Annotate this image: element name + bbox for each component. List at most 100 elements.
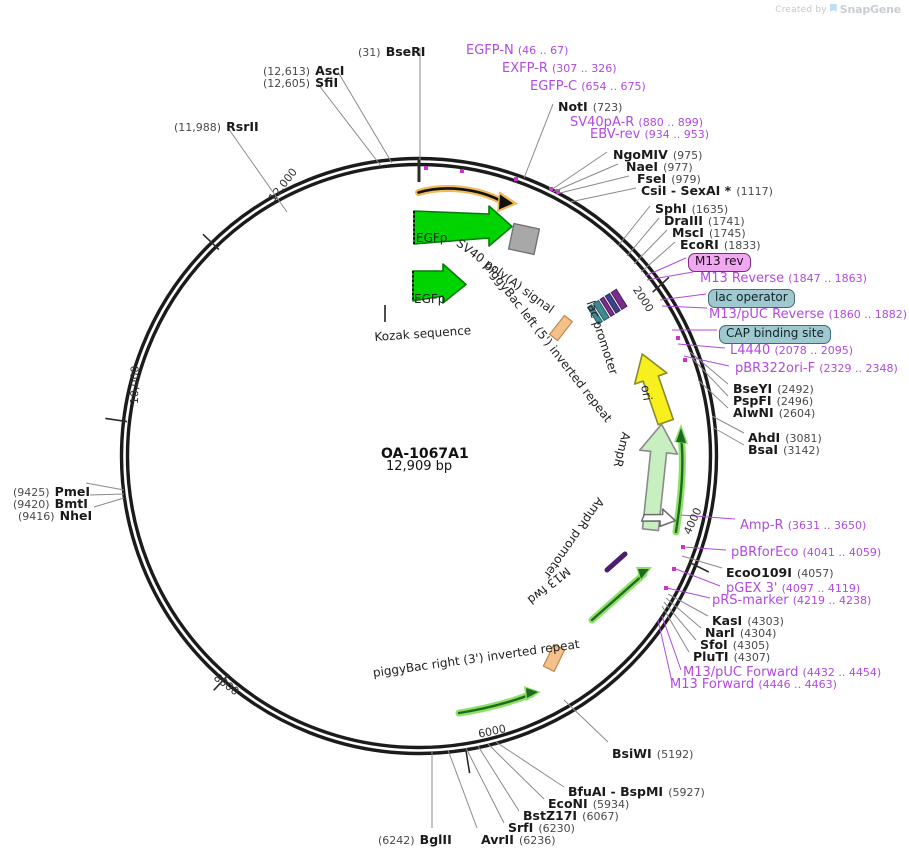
feature-label-ori[interactable]: ori <box>638 384 655 402</box>
enzyme-name: NaeI <box>626 159 659 174</box>
primer-label-l4440[interactable]: L4440 (2078 .. 2095) <box>730 344 853 357</box>
enzyme-label-msci[interactable]: MscI (1745) <box>672 224 746 240</box>
primer-label-sv40pa-r[interactable]: SV40pA-R (880 .. 899) <box>570 116 703 129</box>
enzyme-label-sfii[interactable]: (12,605) SfiI <box>263 74 338 90</box>
primer-name: Amp-R <box>740 518 784 533</box>
enzyme-position: (5927) <box>668 786 705 799</box>
feature-piggybac-left-repeat-box[interactable] <box>548 314 574 342</box>
primer-label-m13-reverse[interactable]: M13 Reverse (1847 .. 1863) <box>700 272 867 285</box>
enzyme-position: (6067) <box>582 810 619 823</box>
primer-range: (4446 .. 4463) <box>758 678 837 691</box>
enzyme-label-bfuai-bspmi[interactable]: BfuAI - BspMI (5927) <box>568 783 705 799</box>
primer-range: (1847 .. 1863) <box>788 272 867 285</box>
enzyme-label-econi[interactable]: EcoNI (5934) <box>548 795 629 811</box>
enzyme-position: (9420) <box>13 498 50 511</box>
feature-arrow-translation-lower[interactable] <box>588 567 652 624</box>
enzyme-position: (12,605) <box>263 77 311 90</box>
enzyme-label-rsrii[interactable]: (11,988) RsrII <box>174 118 259 134</box>
enzyme-label-ecoo109i[interactable]: EcoO109I (4057) <box>726 564 834 580</box>
primer-label-amp-r[interactable]: Amp-R (3631 .. 3650) <box>740 519 866 532</box>
enzyme-position: (723) <box>592 101 623 114</box>
enzyme-label-sfoi[interactable]: SfoI (4305) <box>700 636 769 652</box>
primer-range: (307 .. 326) <box>552 62 617 75</box>
enzyme-label-pmei[interactable]: (9425) PmeI <box>13 483 90 499</box>
primer-label-egfp-n[interactable]: EGFP-N (46 .. 67) <box>466 44 568 57</box>
feature-arrow-egfp-2[interactable] <box>412 263 467 304</box>
enzyme-position: (4057) <box>797 567 834 580</box>
primer-range: (4097 .. 4119) <box>781 582 861 595</box>
primer-label-m13-puc-reverse[interactable]: M13/pUC Reverse (1860 .. 1882) <box>709 308 907 321</box>
enzyme-position: (979) <box>671 173 701 186</box>
feature-tag-lac-operator[interactable]: lac operator <box>708 289 795 308</box>
enzyme-name: EcoO109I <box>726 565 792 580</box>
enzyme-name: BsiWI <box>612 746 652 761</box>
enzyme-position: (1745) <box>709 227 746 240</box>
primer-label-m13-forward[interactable]: M13 Forward (4446 .. 4463) <box>670 678 837 691</box>
enzyme-label-naei[interactable]: NaeI (977) <box>626 158 693 174</box>
enzyme-label-ahdi[interactable]: AhdI (3081) <box>748 429 822 445</box>
enzyme-name: NotI <box>558 99 588 114</box>
primer-range: (2078 .. 2095) <box>774 344 854 357</box>
feature-arrow-translation-bottom[interactable] <box>455 686 541 717</box>
snapgene-flag-icon <box>829 4 837 12</box>
feature-label-egfp-2[interactable]: EGFp <box>414 292 446 306</box>
enzyme-label-ecori[interactable]: EcoRI (1833) <box>680 236 760 252</box>
primer-label-pbrforeco[interactable]: pBRforEco (4041 .. 4059) <box>731 546 881 559</box>
primer-range: (2329 .. 2348) <box>819 362 898 375</box>
plasmid-name: OA-1067A1 <box>381 446 469 462</box>
enzyme-name: AvrII <box>481 832 514 847</box>
enzyme-name: BmtI <box>54 496 88 511</box>
feature-arrow-top-promoter[interactable] <box>50 0 519 216</box>
enzyme-label-fsei[interactable]: FseI (979) <box>637 170 701 186</box>
feature-piggybac-right-repeat-box[interactable] <box>542 643 566 673</box>
enzyme-label-nhei[interactable]: (9416) NheI <box>18 507 92 523</box>
enzyme-label-alwni[interactable]: AlwNI (2604) <box>733 404 815 420</box>
enzyme-label-bmti[interactable]: (9420) BmtI <box>13 495 88 511</box>
primer-label-egfp-c[interactable]: EGFP-C (654 .. 675) <box>530 80 646 93</box>
enzyme-name: BfuAI - BspMI <box>568 784 664 799</box>
primer-label-ebv-rev[interactable]: EBV-rev (934 .. 953) <box>590 128 709 141</box>
enzyme-label-asci[interactable]: (12,613) AscI <box>263 62 344 78</box>
feature-sv40-polya-box[interactable] <box>507 222 541 256</box>
enzyme-label-bglii[interactable]: (6242) BglII <box>378 831 452 847</box>
feature-tag-cap-binding-site[interactable]: CAP binding site <box>719 325 831 344</box>
enzyme-label-bseyi[interactable]: BseYI (2492) <box>733 380 814 396</box>
primer-name: pBR322ori-F <box>735 361 816 376</box>
primer-label-prs-marker[interactable]: pRS-marker (4219 .. 4238) <box>712 594 871 607</box>
feature-tag-m13-rev[interactable]: M13 rev <box>688 253 751 272</box>
enzyme-position: (12,613) <box>263 65 311 78</box>
enzyme-label-nari[interactable]: NarI (4304) <box>705 624 776 640</box>
enzyme-position: (9425) <box>13 486 50 499</box>
primer-label-exfp-r[interactable]: EXFP-R (307 .. 326) <box>502 62 617 75</box>
enzyme-label-bsai[interactable]: BsaI (3142) <box>748 441 820 457</box>
feature-lac-cluster[interactable] <box>586 288 628 325</box>
enzyme-position: (6242) <box>378 834 415 847</box>
enzyme-label-srfi[interactable]: SrfI (6230) <box>508 819 575 835</box>
enzyme-label-draiii[interactable]: DraIII (1741) <box>664 212 745 228</box>
feature-label-egfp-1[interactable]: EGFp <box>416 231 448 245</box>
feature-arrow-ori[interactable] <box>626 348 682 427</box>
enzyme-label-csii-sexai[interactable]: CsiI - SexAI * (1117) <box>641 182 773 198</box>
enzyme-label-avrii[interactable]: AvrII (6236) <box>481 831 556 847</box>
enzyme-label-kasi[interactable]: KasI (4303) <box>712 612 784 628</box>
primer-label-pbr322ori-f[interactable]: pBR322ori-F (2329 .. 2348) <box>735 362 898 375</box>
feature-arrow-ampr-translation[interactable] <box>672 424 688 536</box>
enzyme-label-bsiwi[interactable]: BsiWI (5192) <box>612 745 693 761</box>
primer-label-m13-puc-forward[interactable]: M13/pUC Forward (4432 .. 4454) <box>683 666 881 679</box>
enzyme-label-bseri[interactable]: (31) BseRI <box>358 43 425 59</box>
enzyme-label-pluti[interactable]: PluTI (4307) <box>693 648 770 664</box>
primer-label-pgex-3prime[interactable]: pGEX 3' (4097 .. 4119) <box>726 582 860 595</box>
enzyme-label-sphi[interactable]: SphI (1635) <box>655 200 728 216</box>
primer-range: (654 .. 675) <box>581 80 646 93</box>
primer-name: EBV-rev <box>590 127 641 142</box>
enzyme-label-ngomiv[interactable]: NgoMIV (975) <box>613 146 702 162</box>
feature-m13-fwd-bar[interactable] <box>604 551 628 573</box>
enzyme-label-pspfi[interactable]: PspFI (2496) <box>733 392 813 408</box>
enzyme-label-noti[interactable]: NotI (723) <box>558 98 622 114</box>
feature-arrow-ampr-promoter[interactable] <box>640 503 678 532</box>
enzyme-label-bstz17i[interactable]: BstZ17I (6067) <box>523 807 619 823</box>
primer-range: (4219 .. 4238) <box>792 594 872 607</box>
enzyme-position: (9416) <box>18 510 55 523</box>
feature-arrow-egfp-1[interactable] <box>413 205 513 247</box>
